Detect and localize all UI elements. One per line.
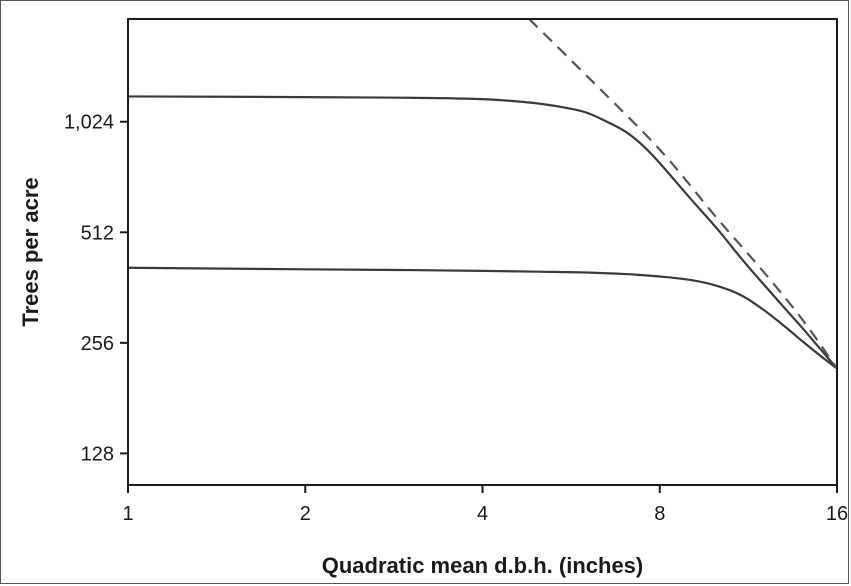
series-layer: [128, 19, 837, 370]
ticks-layer: 1 2 4 8 16 128 256 512 1,024: [64, 112, 848, 525]
plot-area: [127, 18, 838, 486]
x-tick-label: 1: [122, 503, 133, 525]
y-tick-label: 512: [81, 222, 114, 244]
y-tick-label: 1,024: [64, 112, 114, 134]
x-tick-label: 16: [826, 503, 848, 525]
y-tick-label: 256: [81, 333, 114, 355]
x-tick-label: 8: [654, 503, 665, 525]
x-tick-label: 4: [477, 503, 488, 525]
series-line-0: [128, 95, 837, 370]
dashed-reference-line: [528, 19, 837, 370]
x-axis-title: Quadratic mean d.b.h. (inches): [322, 553, 644, 578]
y-tick-label: 128: [81, 443, 114, 465]
x-tick-label: 2: [300, 503, 311, 525]
y-axis-title: Trees per acre: [18, 177, 43, 326]
series-line-1: [128, 266, 837, 370]
